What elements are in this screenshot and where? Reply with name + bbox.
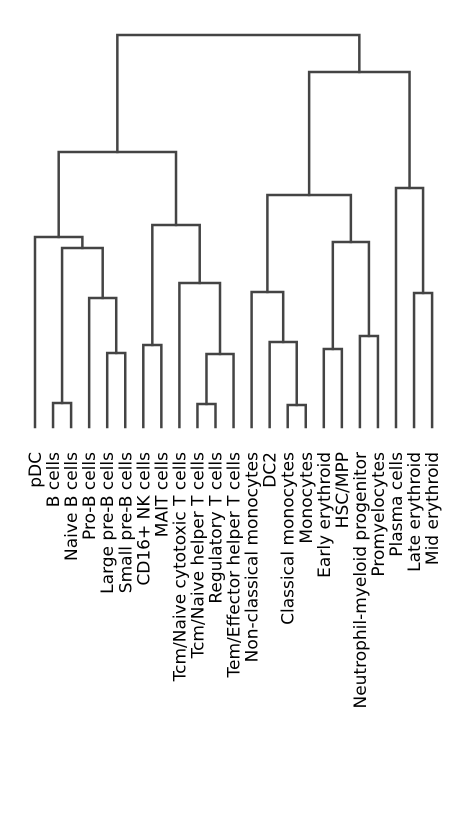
leaf-label: Late erythroid	[405, 452, 425, 572]
leaf-label: HSC/MPP	[333, 452, 353, 528]
dendrogram-link	[307, 70, 411, 197]
leaf-label: Naive B cells	[62, 452, 82, 561]
leaf-label: MAIT cells	[152, 452, 172, 537]
dendrogram-link	[412, 291, 434, 429]
leaf-label: Neutrophil-myeloid progenitor	[351, 452, 371, 709]
leaf-label: Tem/Effector helper T cells	[225, 452, 245, 679]
leaf-label: B cells	[44, 452, 64, 507]
leaf-label: Pro-B cells	[80, 452, 100, 540]
leaf-label: Regulatory T cells	[207, 452, 227, 604]
leaf-label: DC2	[261, 452, 281, 488]
leaf-label: Early erythroid	[315, 452, 335, 578]
dendrogram-link	[394, 186, 425, 429]
leaf-label: Small pre-B cells	[116, 452, 136, 593]
leaf-label: Promyelocytes	[369, 452, 389, 577]
leaf-label: Classical monocytes	[279, 452, 299, 625]
dendrogram-link	[268, 340, 298, 429]
dendrogram-link	[151, 223, 201, 347]
dendrogram-link	[87, 296, 118, 429]
leaf-label: Non-classical monocytes	[243, 452, 263, 663]
dendrogram-link	[266, 193, 353, 294]
leaf-label: pDC	[26, 452, 46, 488]
dendrogram-link	[250, 290, 285, 429]
leaf-label: Tcm/Naive cytotoxic T cells	[170, 452, 190, 683]
leaf-label: Tcm/Naive helper T cells	[188, 452, 208, 660]
leaf-label: Monocytes	[297, 452, 317, 544]
dendrogram-link	[142, 343, 163, 429]
leaf-label: Plasma cells	[387, 452, 407, 557]
dendrogram-link	[196, 402, 217, 429]
dendrogram-link	[205, 352, 235, 429]
leaf-label: Large pre-B cells	[98, 452, 118, 594]
leaf-label: CD16+ NK cells	[134, 452, 154, 586]
dendrogram-link	[331, 240, 371, 351]
dendrogram-link	[60, 246, 104, 405]
dendrogram-link	[51, 401, 73, 429]
dendrogram-link	[358, 334, 380, 429]
dendrogram-link	[105, 351, 127, 429]
dendrogram-link	[116, 33, 361, 154]
dendrogram-link	[286, 403, 307, 429]
dendrogram-link	[322, 347, 344, 429]
dendrogram-links	[33, 33, 434, 429]
dendrogram-link	[33, 235, 84, 429]
leaf-label: Mid erythroid	[423, 452, 443, 565]
